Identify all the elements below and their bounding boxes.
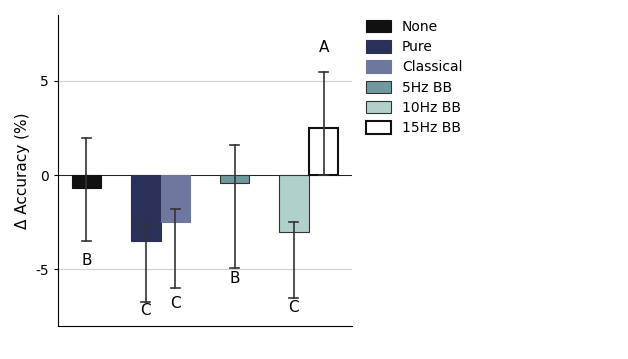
Text: C: C xyxy=(288,300,299,315)
Bar xyxy=(72,175,101,188)
Y-axis label: Δ Accuracy (%): Δ Accuracy (%) xyxy=(15,112,30,229)
Bar xyxy=(279,175,309,232)
Bar xyxy=(131,175,161,241)
Text: C: C xyxy=(140,303,151,318)
Legend: None, Pure, Classical, 5Hz BB, 10Hz BB, 15Hz BB: None, Pure, Classical, 5Hz BB, 10Hz BB, … xyxy=(362,16,467,139)
Text: A: A xyxy=(318,39,328,55)
Bar xyxy=(309,128,338,175)
Text: B: B xyxy=(81,253,92,267)
Text: B: B xyxy=(229,271,240,286)
Bar xyxy=(220,175,249,183)
Bar xyxy=(161,175,190,222)
Text: C: C xyxy=(170,296,181,311)
